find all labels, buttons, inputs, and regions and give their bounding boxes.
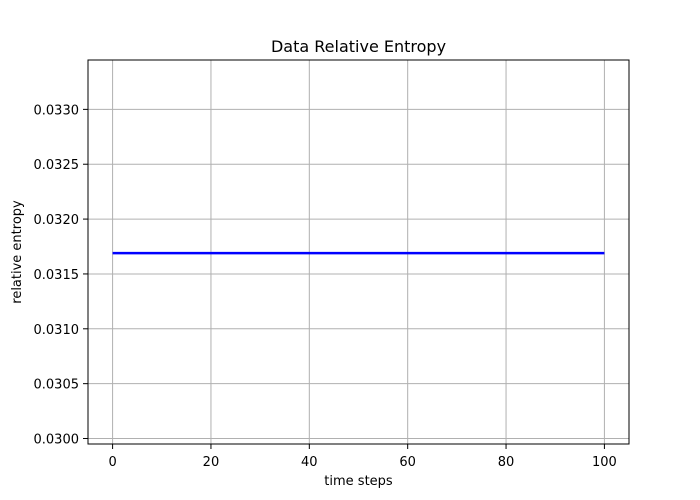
y-tick-label: 0.0315 <box>34 268 80 283</box>
x-tick-label: 20 <box>203 455 220 470</box>
y-tick-label: 0.0310 <box>34 323 80 338</box>
y-axis-label: relative entropy <box>10 200 25 304</box>
x-tick-label: 0 <box>108 455 116 470</box>
x-tick-label: 80 <box>498 455 515 470</box>
x-tick-label: 40 <box>301 455 318 470</box>
y-tick-label: 0.0325 <box>34 158 80 173</box>
x-tick-label: 100 <box>592 455 617 470</box>
x-axis-label: time steps <box>324 474 393 489</box>
x-tick-label: 60 <box>399 455 416 470</box>
x-axis: 0 20 40 60 80 100 <box>108 444 617 470</box>
plot-frame <box>87 59 630 445</box>
y-axis: 0.0300 0.0305 0.0310 0.0315 0.0320 0.0325 0.03… <box>34 103 88 448</box>
y-tick-label: 0.0320 <box>34 213 80 228</box>
chart-title: Data Relative Entropy <box>271 37 446 56</box>
y-tick-label: 0.0305 <box>34 378 80 393</box>
y-tick-label: 0.0300 <box>34 433 80 448</box>
y-tick-label: 0.0330 <box>34 103 80 118</box>
